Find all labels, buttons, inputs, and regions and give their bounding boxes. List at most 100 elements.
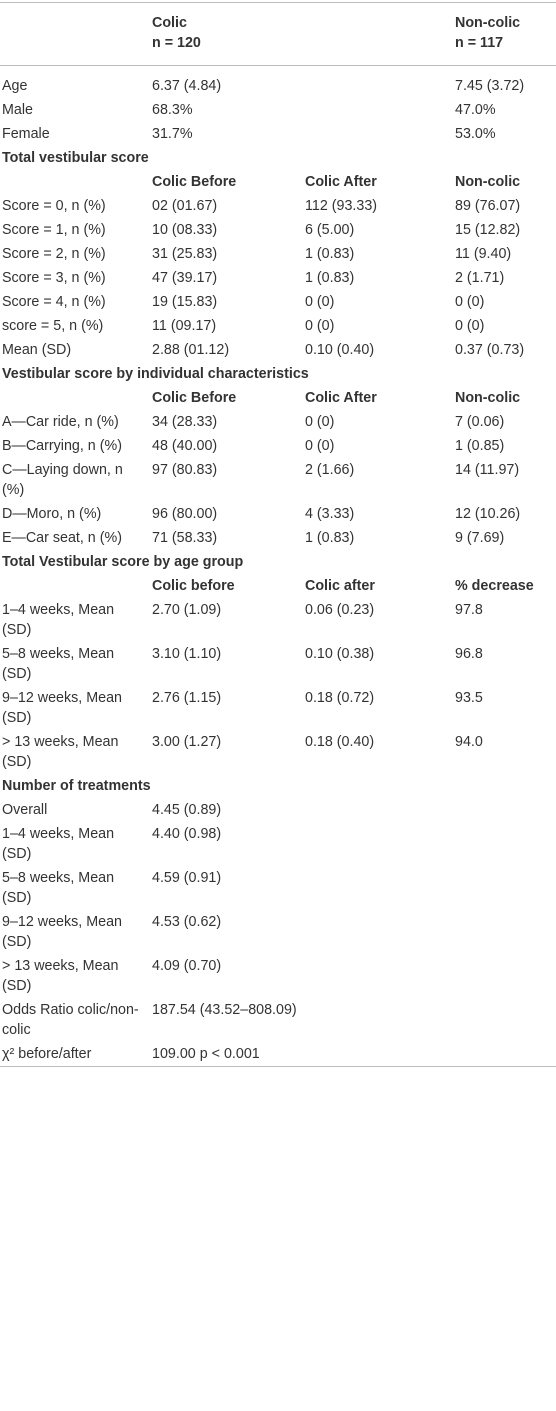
- cell: 9 (7.69): [455, 530, 505, 546]
- table-row: 5–8 weeks, Mean (SD) 3.10 (1.10) 0.10 (0.3…: [0, 642, 556, 686]
- cell: [303, 798, 453, 822]
- section-row: Total Vestibular score by age group: [0, 550, 556, 574]
- cell: 1 (0.83): [305, 530, 355, 546]
- cell: 53.0%: [455, 126, 496, 142]
- cell: 3.00 (1.27): [152, 734, 222, 750]
- cell: 48 (40.00): [152, 438, 218, 454]
- cell: [303, 98, 453, 122]
- cell: 187.54 (43.52–808.09): [152, 1002, 297, 1018]
- cell: 2.70 (1.09): [152, 602, 222, 618]
- cell: [303, 822, 453, 866]
- cell: 6 (5.00): [305, 222, 355, 238]
- cell: 2.76 (1.15): [152, 690, 222, 706]
- cell: 47.0%: [455, 102, 496, 118]
- cell: 47 (39.17): [152, 270, 218, 286]
- cell: 0 (0): [455, 294, 485, 310]
- table-row: Score = 3, n (%) 47 (39.17) 1 (0.83) 2 (1.7…: [0, 266, 556, 290]
- cell: 4.09 (0.70): [152, 958, 222, 974]
- column-header: Colic Before: [152, 174, 237, 190]
- cell: 97.8: [455, 602, 483, 618]
- cell: [0, 574, 150, 598]
- cell: 4.40 (0.98): [152, 826, 222, 842]
- cell: 93.5: [455, 690, 483, 706]
- cell: 97 (80.83): [152, 462, 218, 478]
- table-row: > 13 weeks, Mean (SD) 3.00 (1.27) 0.18 (0.…: [0, 730, 556, 774]
- cell: [303, 1042, 453, 1067]
- section-title: Number of treatments: [2, 778, 151, 794]
- cell: 71 (58.33): [152, 530, 218, 546]
- cell: [0, 2, 150, 66]
- row-label: Female: [2, 126, 50, 142]
- cell: 1 (0.85): [455, 438, 505, 454]
- column-header-row: Colic Before Colic After Non-colic: [0, 170, 556, 194]
- table-row: score = 5, n (%) 11 (09.17) 0 (0) 0 (0): [0, 314, 556, 338]
- cell: [303, 954, 453, 998]
- cell: 6.37 (4.84): [152, 78, 222, 94]
- cell: 0 (0): [305, 294, 335, 310]
- cell: 94.0: [455, 734, 483, 750]
- row-label: A—Car ride, n (%): [2, 414, 119, 430]
- cell: 0 (0): [305, 318, 335, 334]
- cell: 31.7%: [152, 126, 193, 142]
- row-label: 5–8 weeks, Mean (SD): [2, 646, 115, 682]
- row-label: 5–8 weeks, Mean (SD): [2, 870, 115, 906]
- table-row: Mean (SD) 2.88 (01.12) 0.10 (0.40) 0.37 (0.…: [0, 338, 556, 362]
- row-label: > 13 weeks, Mean (SD): [2, 958, 119, 994]
- cell: 34 (28.33): [152, 414, 218, 430]
- row-label: χ² before/after: [2, 1046, 92, 1062]
- cell: 0.10 (0.40): [305, 342, 375, 358]
- table-row: 1–4 weeks, Mean (SD) 4.40 (0.98): [0, 822, 556, 866]
- cell: 14 (11.97): [455, 462, 520, 478]
- table-row: Score = 4, n (%) 19 (15.83) 0 (0) 0 (0): [0, 290, 556, 314]
- row-label: E—Car seat, n (%): [2, 530, 122, 546]
- table-row: 9–12 weeks, Mean (SD) 4.53 (0.62): [0, 910, 556, 954]
- header-n: n = 120: [152, 35, 201, 51]
- cell: 1 (0.83): [305, 246, 355, 262]
- cell: [303, 998, 453, 1042]
- cell: [303, 66, 453, 99]
- section-title: Total vestibular score: [2, 150, 149, 166]
- cell: 7.45 (3.72): [455, 78, 525, 94]
- section-row: Vestibular score by individual character…: [0, 362, 556, 386]
- cell: 0 (0): [305, 438, 335, 454]
- row-label: 9–12 weeks, Mean (SD): [2, 690, 123, 726]
- table-row: 1–4 weeks, Mean (SD) 2.70 (1.09) 0.06 (0.2…: [0, 598, 556, 642]
- table-row: χ² before/after 109.00 p < 0.001: [0, 1042, 556, 1067]
- cell: 0 (0): [305, 414, 335, 430]
- cell: [303, 866, 453, 910]
- cell: [453, 822, 556, 866]
- column-header: Colic after: [305, 578, 375, 594]
- table-row: Score = 1, n (%) 10 (08.33) 6 (5.00) 15 (12…: [0, 218, 556, 242]
- cell: 0.06 (0.23): [305, 602, 375, 618]
- cell: 68.3%: [152, 102, 193, 118]
- header-cell: Colic n = 120: [150, 2, 303, 66]
- table-row: Score = 2, n (%) 31 (25.83) 1 (0.83) 11 (9.…: [0, 242, 556, 266]
- cell: 4 (3.33): [305, 506, 355, 522]
- cell: 4.45 (0.89): [152, 802, 222, 818]
- cell: 7 (0.06): [455, 414, 505, 430]
- cell: 31 (25.83): [152, 246, 218, 262]
- cell: 89 (76.07): [455, 198, 521, 214]
- cell: [453, 866, 556, 910]
- cell: [0, 386, 150, 410]
- cell: 12 (10.26): [455, 506, 521, 522]
- column-header: Colic After: [305, 390, 377, 406]
- row-label: B—Carrying, n (%): [2, 438, 122, 454]
- cell: 96 (80.00): [152, 506, 218, 522]
- row-label: Score = 4, n (%): [2, 294, 106, 310]
- cell: 2 (1.71): [455, 270, 505, 286]
- cell: 2 (1.66): [305, 462, 355, 478]
- row-label: Age: [2, 78, 28, 94]
- row-label: 1–4 weeks, Mean (SD): [2, 602, 115, 638]
- cell: 2.88 (01.12): [152, 342, 230, 358]
- cell: 3.10 (1.10): [152, 646, 222, 662]
- section-row: Number of treatments: [0, 774, 556, 798]
- cell: 11 (09.17): [152, 318, 217, 334]
- row-label: 9–12 weeks, Mean (SD): [2, 914, 123, 950]
- row-label: > 13 weeks, Mean (SD): [2, 734, 119, 770]
- row-label: Odds Ratio colic/non-colic: [2, 1002, 139, 1038]
- cell: 109.00 p < 0.001: [152, 1046, 260, 1062]
- row-label: 1–4 weeks, Mean (SD): [2, 826, 115, 862]
- table-row: C—Laying down, n (%) 97 (80.83) 2 (1.66) 14…: [0, 458, 556, 502]
- column-header: Non-colic: [455, 390, 521, 406]
